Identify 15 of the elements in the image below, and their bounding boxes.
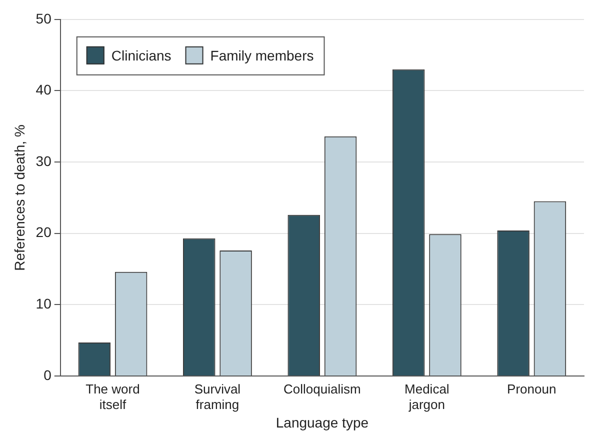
y-tick-label: 10 — [36, 296, 52, 312]
x-tick-label: Medical jargon — [404, 381, 450, 412]
legend-label: Family members — [210, 47, 314, 64]
x-tick-label: The word itself — [86, 381, 140, 412]
y-tick-label: 30 — [36, 152, 52, 169]
x-tick-label: Pronoun — [507, 381, 556, 396]
x-axis-title: Language type — [276, 414, 369, 430]
y-tick-label: 20 — [36, 224, 52, 240]
x-tick-label: Colloquialism — [284, 381, 361, 396]
y-tick-label: 40 — [36, 82, 52, 98]
x-tick-label: Survival framing — [194, 381, 241, 412]
y-tick-label: 0 — [44, 366, 52, 383]
y-axis-title: References to death, % — [11, 124, 28, 271]
y-tick-label: 50 — [36, 10, 52, 26]
legend-label: Clinicians — [111, 47, 172, 64]
